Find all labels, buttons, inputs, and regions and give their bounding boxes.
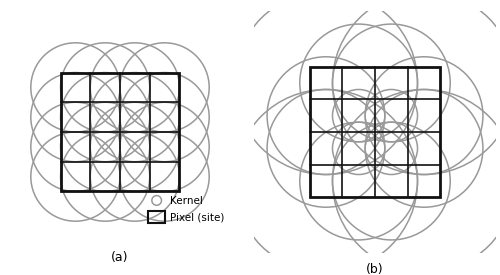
Bar (60, 73, 180, 191)
Text: (a): (a) (111, 251, 129, 264)
Legend: Kernel, Pixel (site): Kernel, Pixel (site) (145, 192, 228, 226)
Text: (b): (b) (366, 263, 384, 275)
Bar (310, 67, 440, 197)
